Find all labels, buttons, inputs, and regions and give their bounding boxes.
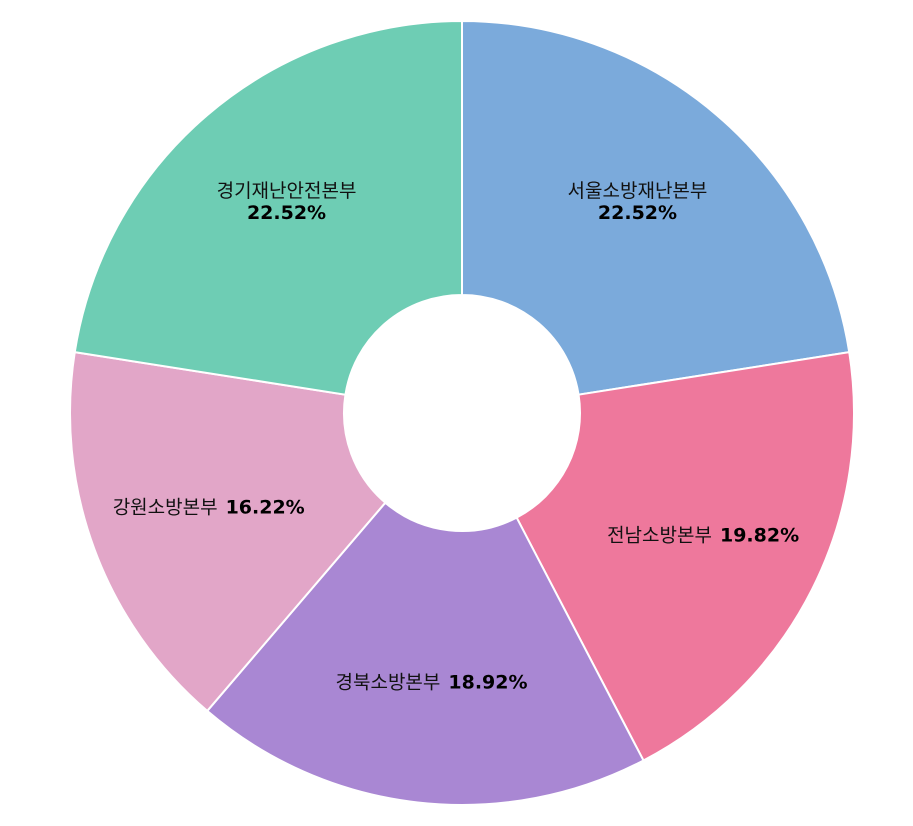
slice-name-3: 경북소방본부 — [336, 671, 441, 693]
slice-label-4: 강원소방본부 16.22% — [113, 497, 305, 519]
labels-group: 서울소방재난본부 22.52%전남소방본부 19.82%경북소방본부 18.92%강원… — [113, 180, 799, 693]
slice-5[interactable] — [73, 19, 463, 396]
slice-label-2: 전남소방본부 19.82% — [607, 525, 799, 547]
slice-name-1: 서울소방재난본부 — [568, 180, 708, 202]
slice-3[interactable] — [205, 501, 645, 806]
slice-label-5: 경기재난안전본부 22.52% — [217, 180, 357, 224]
slice-2[interactable] — [515, 351, 855, 762]
slice-percent-3: 18.92% — [448, 671, 527, 693]
slice-name-2: 전남소방본부 — [607, 525, 712, 547]
slice-4[interactable] — [69, 351, 387, 713]
slices-group — [69, 19, 855, 806]
slice-name-4: 강원소방본부 — [113, 497, 218, 519]
slice-name-5: 경기재난안전본부 — [217, 180, 357, 202]
slice-label-1: 서울소방재난본부 22.52% — [568, 180, 708, 224]
slice-percent-1: 22.52% — [598, 202, 677, 224]
slice-percent-2: 19.82% — [720, 525, 799, 547]
slice-label-3: 경북소방본부 18.92% — [336, 671, 528, 693]
slice-1[interactable] — [461, 19, 851, 396]
slice-percent-5: 22.52% — [247, 202, 326, 224]
slice-percent-4: 16.22% — [226, 497, 305, 519]
